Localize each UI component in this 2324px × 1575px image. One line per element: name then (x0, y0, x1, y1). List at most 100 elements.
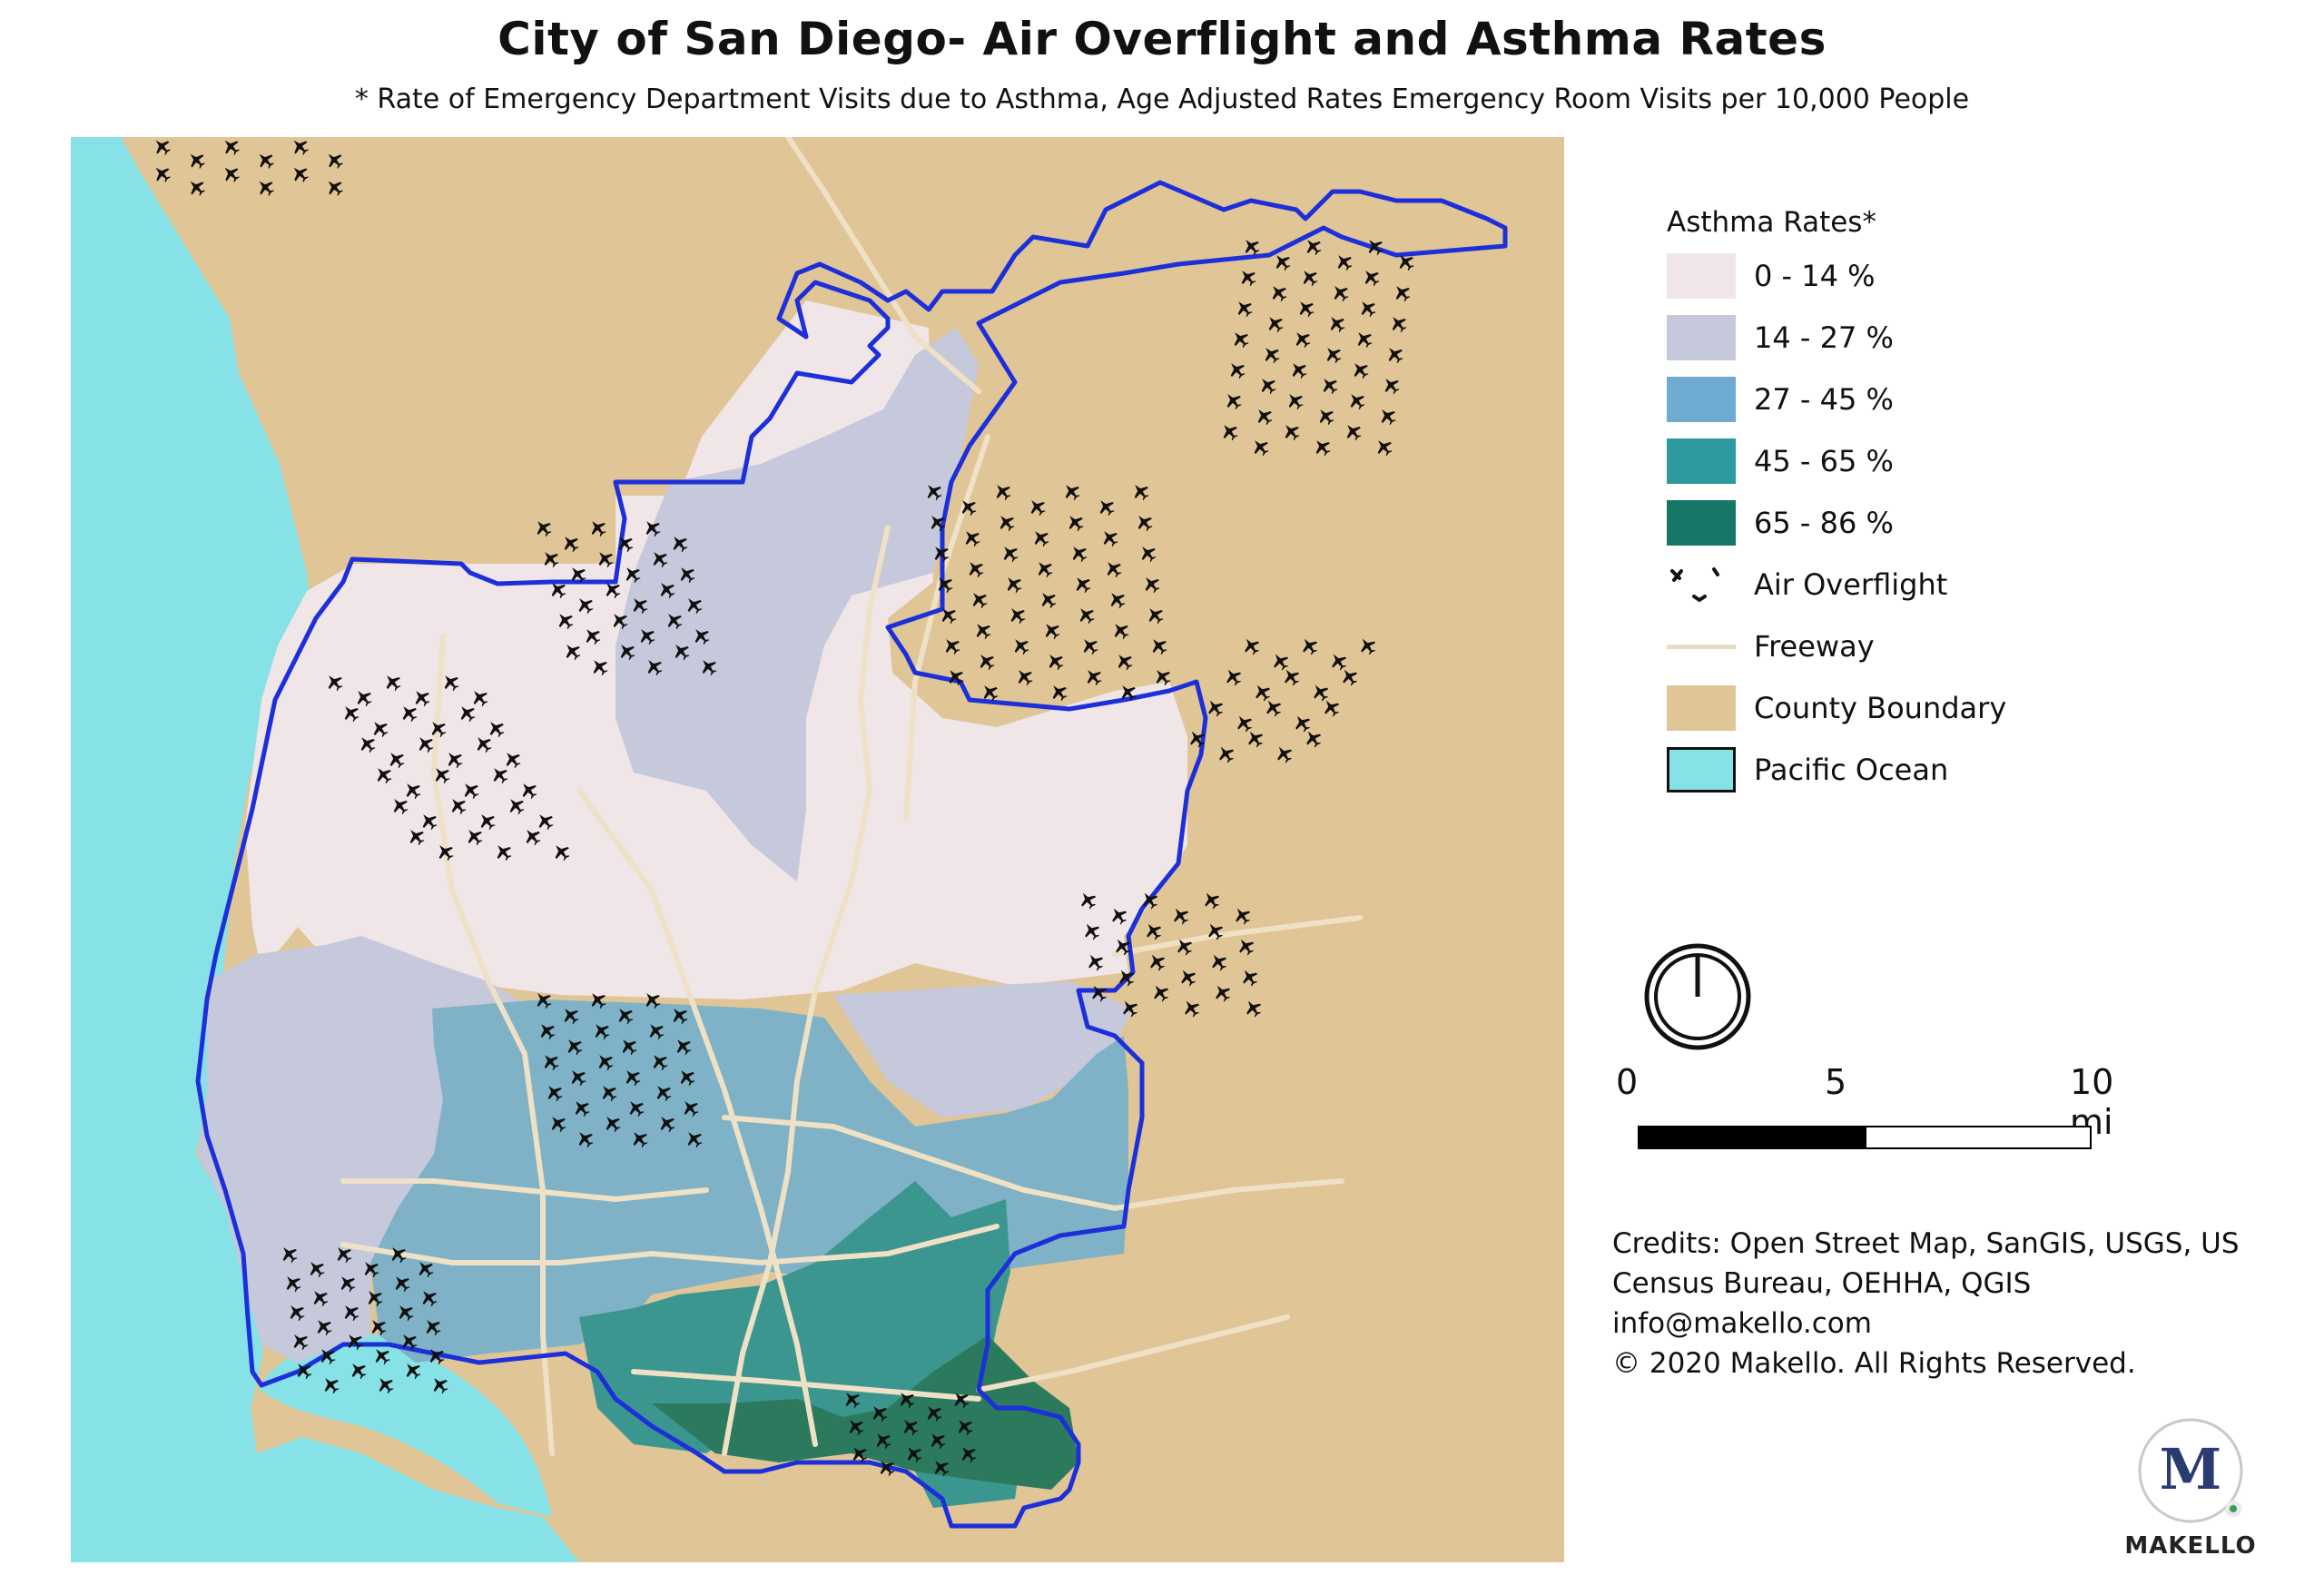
airplane-icon (489, 722, 505, 738)
credits-email[interactable]: info@makello.com (1612, 1307, 1872, 1340)
airplane-icon (934, 1461, 950, 1477)
legend-item-45-65-swatch (1667, 438, 1736, 484)
airplane-icon (1003, 546, 1019, 563)
airplane-icon (1272, 286, 1287, 302)
airplane-icon (544, 552, 559, 568)
legend-item-air-overflight-swatch (1667, 562, 1736, 607)
airplane-icon (406, 783, 421, 800)
airplane-icon (1256, 684, 1271, 702)
airplane-icon (506, 753, 521, 769)
airplane-icon (1134, 485, 1149, 501)
airplane-icon (1045, 624, 1060, 640)
legend-item-county-boundary-label: County Boundary (1754, 691, 2007, 725)
legend-item-45-65-label: 45 - 65 % (1754, 444, 1894, 478)
airplane-icon (1361, 301, 1376, 318)
airplane-icon (1236, 908, 1251, 925)
airplane-icon (660, 583, 675, 599)
airplane-icon (1226, 394, 1242, 410)
airplane-icon (927, 1406, 942, 1422)
airplane-icon (1332, 654, 1347, 671)
airplane-icon (1141, 546, 1157, 563)
airplane-icon (297, 1363, 312, 1380)
airplane-icon (328, 675, 343, 692)
airplane-icon (1185, 1000, 1200, 1018)
airplane-icon (1216, 985, 1231, 1002)
airplane-icon (435, 768, 450, 784)
map-panel[interactable] (71, 137, 1564, 1562)
airplane-icon (1306, 240, 1322, 256)
credits: Credits: Open Street Map, SanGIS, USGS, … (1612, 1224, 2284, 1383)
airplane-icon (393, 799, 409, 815)
airplane-icon (620, 645, 635, 661)
airplane-icon (551, 583, 566, 599)
airplane-icon (422, 814, 438, 831)
airplane-icon (958, 1420, 973, 1436)
airplane-icon (564, 1009, 579, 1025)
logo-mark: M (2159, 1436, 2222, 1502)
airplane-icon (647, 660, 663, 676)
airplane-icon (1114, 624, 1129, 640)
airplane-icon (972, 593, 988, 609)
airplane-icon (1145, 577, 1160, 594)
airplane-icon (379, 1378, 394, 1394)
credits-line-1: Credits: Open Street Map, SanGIS, USGS, … (1612, 1227, 2240, 1260)
airplane-icon (1392, 317, 1407, 333)
legend-item-air-overflight: Air Overflight (1667, 554, 2175, 615)
airplane-icon (526, 830, 541, 846)
airplane-icon (1137, 516, 1153, 532)
airplane-icon (976, 624, 991, 640)
airplane-icon (1181, 970, 1196, 987)
airplane-icon (337, 1247, 352, 1264)
airplane-icon (1323, 379, 1338, 395)
airplane-icon (340, 1276, 356, 1293)
legend-item-27-45-label: 27 - 45 % (1754, 382, 1894, 417)
airplane-icon (155, 167, 171, 182)
airplane-icon (1041, 593, 1057, 609)
airplane-icon (629, 1101, 645, 1117)
airplane-icon (224, 140, 240, 155)
airplane-icon (402, 706, 418, 723)
airplane-icon (1234, 332, 1249, 349)
airplane-icon (1208, 700, 1224, 717)
airplane-icon (1237, 301, 1253, 318)
airplane-icon (571, 567, 586, 584)
city-boundary (195, 180, 1508, 1529)
airplane-icon (1265, 348, 1280, 364)
airplane-icon (477, 737, 492, 753)
airplane-icon (290, 1305, 305, 1322)
airplane-icon (900, 1393, 915, 1409)
airplane-icon (1052, 685, 1068, 702)
airplane-icon (402, 1334, 418, 1351)
airplane-icon (1190, 731, 1206, 748)
legend-item-0-14-label: 0 - 14 % (1754, 259, 1876, 293)
airplane-icon (1208, 923, 1224, 940)
airplane-icon (1014, 639, 1029, 655)
airplane-icon (1334, 286, 1349, 302)
airplane-icon (551, 1117, 566, 1133)
airplane-icon (633, 598, 648, 615)
airplane-icon (493, 768, 508, 784)
freeways (340, 137, 1363, 1456)
north-arrow-icon (1644, 943, 1751, 1050)
airplane-icon (351, 1363, 367, 1380)
legend-item-freeway-label: Freeway (1754, 629, 1875, 664)
legend-item-pacific-ocean: Pacific Ocean (1667, 739, 2175, 801)
airplane-icon (538, 814, 554, 831)
airplane-icon (1275, 255, 1291, 271)
airplane-icon (676, 1039, 692, 1056)
zone-rate-14-27-north (615, 328, 979, 881)
airplane-icon (1230, 363, 1246, 379)
airplane-icon (426, 1320, 441, 1336)
airplane-icon (293, 140, 309, 155)
airplane-icon (1330, 317, 1345, 333)
airplane-icon (1123, 1000, 1138, 1018)
airplane-icon (931, 516, 946, 532)
legend-item-freeway-swatch (1667, 624, 1736, 669)
airplane-icon (625, 1070, 641, 1087)
airplane-icon (694, 629, 710, 645)
makello-logo[interactable]: M MAKELLO (2122, 1414, 2259, 1569)
legend-title: Asthma Rates* (1667, 206, 1876, 239)
airplane-icon (371, 1320, 387, 1336)
airplane-icon (945, 639, 960, 655)
airplane-icon (1076, 577, 1091, 594)
